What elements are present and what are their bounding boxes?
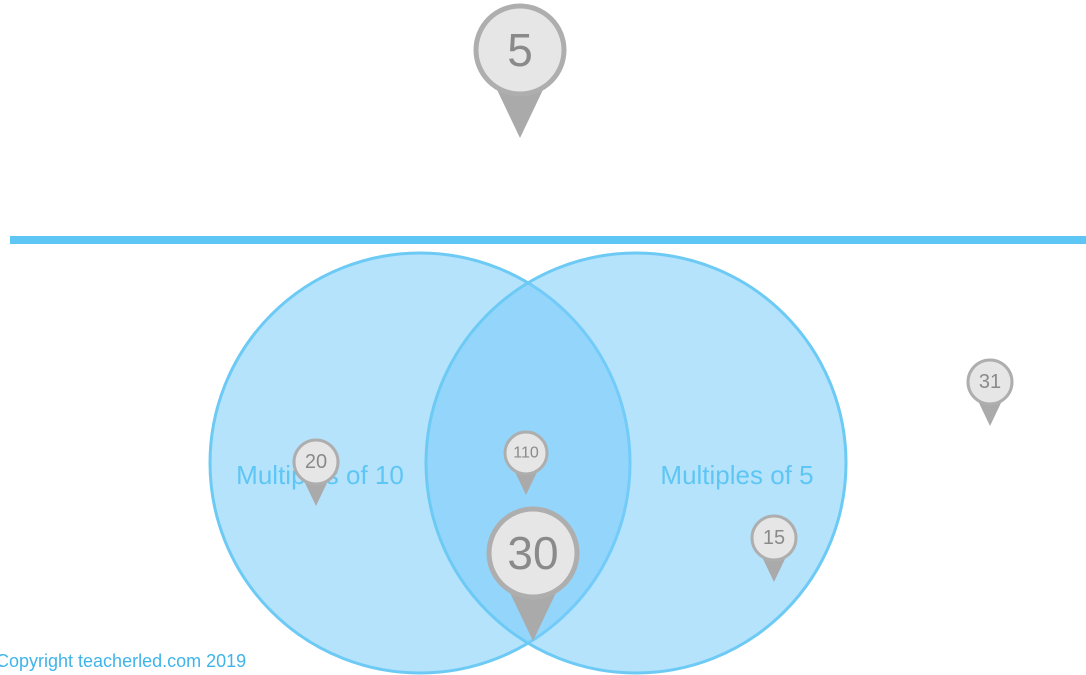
pin-label: 30 bbox=[507, 527, 558, 579]
pin[interactable]: 110 bbox=[503, 430, 549, 495]
pin-head bbox=[503, 430, 549, 476]
pin-label: 15 bbox=[763, 527, 785, 549]
pin-head bbox=[292, 438, 340, 486]
pin-head bbox=[750, 514, 798, 562]
pin-point bbox=[302, 477, 330, 506]
copyright: Copyright teacherled.com 2019 bbox=[0, 651, 246, 671]
pin[interactable]: 31 bbox=[966, 358, 1014, 426]
pin[interactable]: 15 bbox=[750, 514, 798, 582]
pin-head bbox=[486, 506, 580, 600]
pin-head bbox=[966, 358, 1014, 406]
pin-label: 31 bbox=[979, 371, 1001, 393]
pin[interactable]: 5 bbox=[473, 3, 567, 138]
pin-point bbox=[760, 553, 788, 582]
pin-point bbox=[492, 80, 548, 138]
pin[interactable]: 30 bbox=[486, 506, 580, 641]
pin-label: 20 bbox=[305, 451, 327, 473]
pin[interactable]: 20 bbox=[292, 438, 340, 506]
pin-label: 110 bbox=[513, 445, 539, 462]
pin-head bbox=[473, 3, 567, 97]
divider bbox=[10, 236, 1086, 244]
pin-label: 5 bbox=[507, 24, 533, 76]
set-label: Multiples of 5 bbox=[660, 460, 813, 490]
pins: 5 20 110 30 15 31 bbox=[292, 3, 1014, 641]
pin-point bbox=[505, 583, 561, 641]
pin-point bbox=[976, 397, 1004, 426]
